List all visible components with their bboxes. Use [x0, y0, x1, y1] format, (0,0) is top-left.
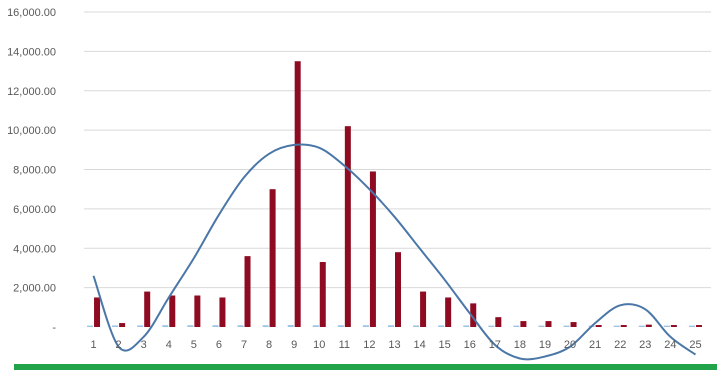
y-axis-tick-labels: - 2,000.00 4,000.00 6,000.00 8,000.00 10,000.… — [7, 7, 56, 334]
bar-series-2 — [369, 171, 376, 327]
bar-series-1 — [312, 325, 319, 327]
bar-series-2 — [169, 295, 176, 327]
y-tick-label: 14,000.00 — [7, 46, 56, 58]
x-tick-label: 8 — [266, 339, 272, 351]
bar-series-1 — [463, 325, 470, 327]
bar-series-2 — [695, 325, 702, 327]
bar-series-1 — [87, 325, 94, 327]
bar-series-2 — [445, 297, 452, 327]
x-tick-label: 1 — [90, 339, 96, 351]
x-tick-label: 22 — [614, 339, 626, 351]
bar-series-1 — [613, 325, 620, 327]
x-tick-label: 14 — [413, 339, 425, 351]
bar-series-2 — [570, 322, 577, 327]
bar-series-2 — [144, 291, 151, 327]
bar-series-2 — [395, 252, 401, 327]
x-tick-label: 7 — [241, 339, 247, 351]
bar-series-1 — [388, 325, 394, 327]
x-tick-label: 10 — [313, 339, 325, 351]
bar-series-1 — [337, 325, 344, 327]
y-tick-label: 12,000.00 — [7, 86, 56, 98]
y-tick-label: - — [52, 322, 56, 334]
bar-series-2 — [319, 262, 326, 327]
x-tick-label: 23 — [639, 339, 651, 351]
y-tick-label: 2,000.00 — [13, 283, 56, 295]
bar-series-1 — [112, 325, 119, 327]
bar-series-1 — [187, 325, 194, 327]
x-tick-label: 6 — [216, 339, 222, 351]
x-tick-label: 15 — [439, 339, 451, 351]
bar-series-1 — [262, 325, 269, 327]
bar-series-1 — [137, 325, 144, 327]
bar-series-2 — [595, 325, 602, 327]
gridlines — [84, 11, 711, 289]
bar-series-2 — [645, 324, 652, 327]
trend-curve — [92, 143, 697, 361]
bar-series-2 — [269, 189, 276, 327]
series-1-bars — [87, 325, 695, 327]
bar-series-2 — [94, 297, 101, 327]
bottom-accent-bar — [14, 364, 717, 370]
x-tick-label: 16 — [464, 339, 476, 351]
x-axis-tick-labels: 1 2 3 4 5 6 7 8 9 10 11 12 13 14 15 16 17 18 19 20 21 22 23 24 2… — [90, 339, 701, 351]
x-tick-label: 4 — [166, 339, 172, 351]
bar-series-1 — [488, 325, 495, 327]
bar-series-1 — [362, 325, 369, 327]
bar-series-1 — [212, 325, 219, 327]
bar-series-2 — [294, 61, 301, 327]
x-tick-label: 25 — [689, 339, 701, 351]
x-tick-label: 19 — [539, 339, 551, 351]
bar-series-2 — [670, 325, 677, 327]
bar-series-2 — [495, 317, 502, 327]
x-tick-label: 3 — [141, 339, 147, 351]
bar-series-2 — [119, 323, 126, 327]
bar-series-1 — [237, 325, 244, 327]
x-tick-label: 21 — [589, 339, 601, 351]
x-tick-label: 24 — [664, 339, 676, 351]
bar-series-1 — [688, 325, 695, 327]
bar-series-1 — [663, 325, 670, 327]
bar-series-2 — [545, 321, 552, 327]
bar-series-1 — [438, 325, 445, 327]
bar-series-2 — [420, 291, 427, 327]
y-tick-label: 16,000.00 — [7, 7, 56, 19]
smooth-trend-line — [92, 143, 697, 361]
bar-series-1 — [513, 325, 520, 327]
bar-series-1 — [638, 325, 645, 327]
bar-series-2 — [344, 126, 351, 327]
bar-series-1 — [287, 325, 294, 327]
x-tick-label: 20 — [564, 339, 576, 351]
x-tick-label: 9 — [291, 339, 297, 351]
x-tick-label: 12 — [363, 339, 375, 351]
bar-series-1 — [413, 325, 420, 327]
bar-series-2 — [520, 321, 527, 327]
bar-series-2 — [620, 325, 627, 327]
y-tick-label: 6,000.00 — [13, 204, 56, 216]
bar-series-1 — [563, 325, 570, 327]
bar-series-2 — [219, 297, 226, 327]
x-tick-label: 13 — [388, 339, 400, 351]
y-tick-label: 4,000.00 — [13, 243, 56, 255]
series-2-bars — [94, 61, 702, 327]
x-tick-label: 5 — [191, 339, 197, 351]
y-tick-label: 10,000.00 — [7, 125, 56, 137]
bar-series-2 — [244, 256, 251, 327]
x-tick-label: 2 — [116, 339, 122, 351]
bar-series-2 — [194, 295, 201, 327]
x-tick-label: 11 — [339, 339, 350, 351]
x-tick-label: 17 — [489, 339, 501, 351]
bar-series-2 — [470, 303, 477, 327]
y-tick-label: 8,000.00 — [13, 165, 56, 177]
x-tick-label: 18 — [514, 339, 526, 351]
bar-series-1 — [538, 325, 545, 327]
bar-series-1 — [162, 325, 169, 327]
